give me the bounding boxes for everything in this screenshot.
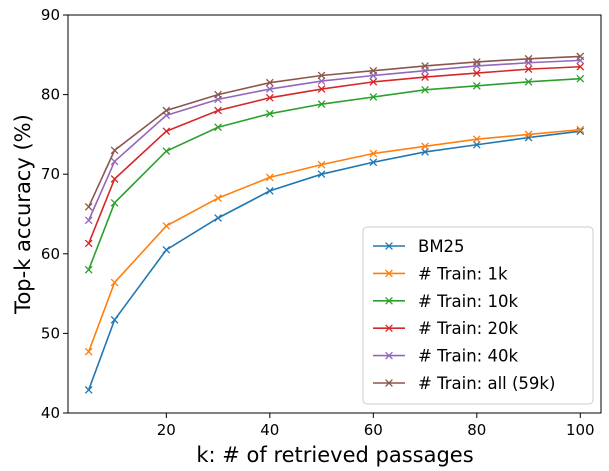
y-tick-label: 90 — [41, 6, 60, 24]
data-point — [265, 173, 274, 182]
data-point — [317, 77, 326, 85]
data-point — [214, 106, 222, 115]
data-point — [265, 187, 274, 195]
data-point — [162, 147, 171, 155]
data-point — [524, 65, 533, 73]
data-point — [84, 265, 93, 274]
legend-label: # Train: 10k — [418, 292, 518, 311]
legend-label: # Train: 1k — [418, 264, 508, 283]
data-point — [317, 100, 326, 109]
x-tick-label: 60 — [364, 421, 383, 439]
data-point — [421, 85, 429, 94]
data-point — [265, 78, 274, 87]
data-point — [421, 142, 429, 151]
x-tick-label: 20 — [157, 421, 176, 439]
data-point — [162, 127, 171, 136]
legend-marker — [385, 296, 393, 305]
legend-label: # Train: 20k — [418, 319, 518, 338]
plot-frame — [67, 14, 602, 414]
data-point — [317, 85, 326, 93]
data-point — [110, 146, 119, 155]
data-point — [576, 74, 585, 83]
data-point — [84, 202, 93, 211]
data-point — [317, 160, 326, 169]
data-point — [472, 140, 481, 149]
data-point — [110, 278, 119, 287]
data-point — [110, 316, 119, 324]
data-point — [576, 62, 585, 71]
data-point — [110, 175, 119, 183]
legend-marker — [385, 379, 393, 387]
data-point — [214, 194, 222, 202]
data-point — [214, 123, 222, 132]
x-tick-label: 100 — [566, 421, 595, 439]
data-point — [576, 52, 585, 61]
x-axis-label: k: # of retrieved passages — [196, 443, 473, 467]
data-point — [317, 71, 326, 80]
y-tick-label: 70 — [41, 165, 60, 183]
legend-marker — [385, 324, 393, 333]
data-point — [472, 81, 481, 90]
data-point — [84, 239, 93, 248]
data-point — [524, 130, 533, 139]
y-tick-label: 40 — [41, 404, 60, 422]
data-point — [524, 54, 533, 63]
data-point — [421, 148, 429, 156]
legend-label: # Train: 40k — [418, 347, 518, 366]
legend-label: # Train: all (59k) — [418, 374, 555, 393]
legend-box — [362, 226, 594, 405]
data-point — [162, 245, 171, 254]
data-point — [369, 149, 378, 158]
data-point — [369, 93, 378, 101]
data-point — [472, 58, 481, 66]
data-point — [84, 216, 93, 225]
y-tick-label: 80 — [41, 86, 60, 104]
data-point — [265, 109, 274, 118]
legend-marker — [385, 269, 393, 278]
data-point — [421, 73, 429, 81]
x-tick-label: 80 — [467, 421, 486, 439]
data-point — [265, 93, 274, 102]
data-point — [162, 106, 171, 115]
x-tick-label: 40 — [260, 421, 279, 439]
data-point — [265, 85, 274, 93]
data-point — [110, 157, 119, 166]
y-axis-label: Top-k accuracy (%) — [11, 114, 35, 315]
y-tick-label: 50 — [41, 324, 60, 342]
data-point — [576, 125, 585, 134]
data-point — [84, 347, 93, 356]
legend-label: BM25 — [418, 237, 465, 256]
data-point — [162, 222, 171, 230]
data-point — [369, 66, 378, 75]
y-tick-label: 60 — [41, 245, 60, 263]
data-point — [369, 158, 378, 167]
legend-marker — [385, 351, 393, 360]
data-point — [84, 386, 93, 394]
data-point — [369, 78, 378, 86]
data-point — [472, 69, 481, 77]
data-point — [214, 90, 222, 99]
data-point — [214, 214, 222, 222]
data-point — [576, 127, 585, 136]
data-point — [472, 135, 481, 144]
data-point — [421, 62, 429, 70]
legend-marker — [385, 242, 393, 250]
data-point — [317, 170, 326, 179]
data-point — [524, 78, 533, 86]
data-point — [110, 198, 119, 207]
